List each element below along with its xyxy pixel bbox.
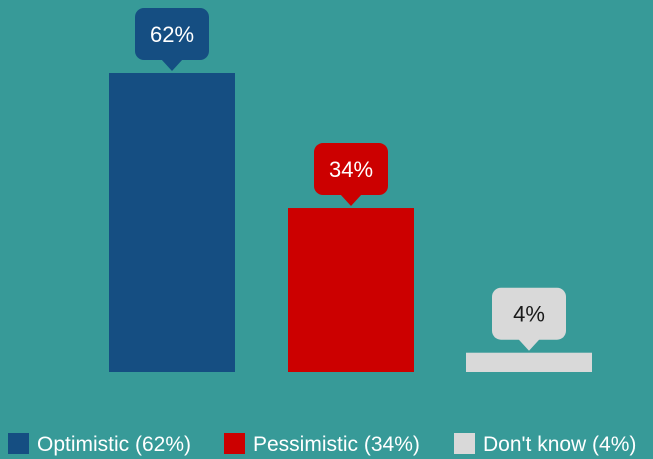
- legend-swatch: [454, 433, 475, 454]
- data-label-text: 4%: [513, 302, 545, 327]
- callout-box: [314, 143, 388, 196]
- legend-label: Optimistic (62%): [37, 433, 191, 456]
- data-label-pessimistic: 34%: [314, 143, 388, 207]
- bar-don-t-know: [466, 352, 592, 372]
- data-label-don-t-know: 4%: [492, 287, 566, 351]
- legend-item-optimistic: Optimistic (62%): [8, 433, 191, 456]
- legend: Optimistic (62%) Pessimistic (34%) Don't k…: [8, 433, 636, 456]
- callout-pointer: [518, 338, 540, 351]
- callout-pointer: [340, 194, 362, 207]
- data-label-text: 34%: [329, 157, 373, 182]
- callout-box: [135, 8, 209, 60]
- legend-label: Pessimistic (34%): [253, 433, 420, 456]
- data-labels-group: 62% 34% 4%: [135, 8, 566, 351]
- legend-swatch: [224, 433, 245, 454]
- data-label-optimistic: 62%: [135, 8, 209, 71]
- legend-label: Don't know (4%): [483, 433, 636, 456]
- bar-optimistic: [109, 73, 235, 372]
- legend-swatch: [8, 433, 29, 454]
- callout-pointer: [161, 59, 183, 71]
- data-label-text: 62%: [150, 22, 194, 47]
- legend-item-pessimistic: Pessimistic (34%): [224, 433, 420, 456]
- callout-box: [492, 287, 566, 340]
- bar-pessimistic: [288, 208, 414, 372]
- legend-item-don-t-know: Don't know (4%): [454, 433, 636, 456]
- bars-group: [109, 73, 592, 372]
